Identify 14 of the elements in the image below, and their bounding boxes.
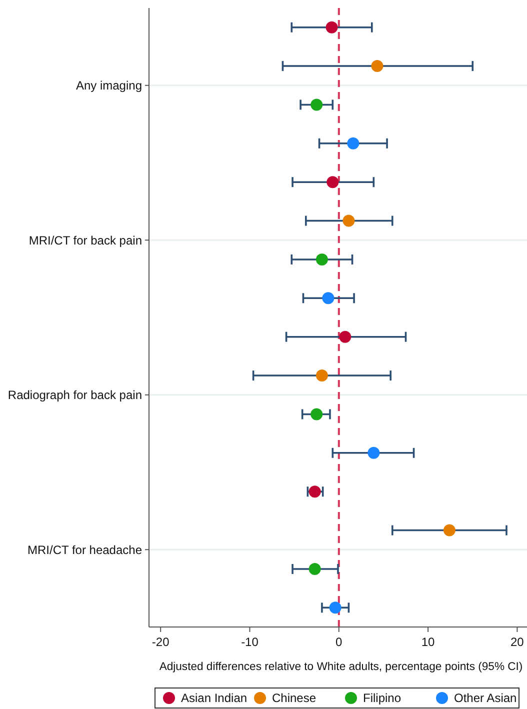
x-tick-label: 20 [510,635,524,649]
legend-label: Other Asian [454,691,517,706]
x-tick-label: 10 [421,635,436,649]
legend-label: Filipino [363,691,402,706]
x-tick-label: -10 [241,635,259,649]
legend-label: Asian Indian [181,691,248,706]
x-tick-label: 0 [336,635,343,649]
x-tick-label: -20 [152,635,170,649]
y-tick-label: Any imaging [76,78,142,93]
legend-label: Chinese [272,691,316,706]
y-tick-label: MRI/CT for headache [28,542,142,557]
y-tick-label: Radiograph for back pain [8,388,142,402]
x-axis-title: Adjusted differences relative to White adults, percentage points (95% CI) [159,661,523,673]
y-tick-label: MRI/CT for back pain [28,233,142,248]
